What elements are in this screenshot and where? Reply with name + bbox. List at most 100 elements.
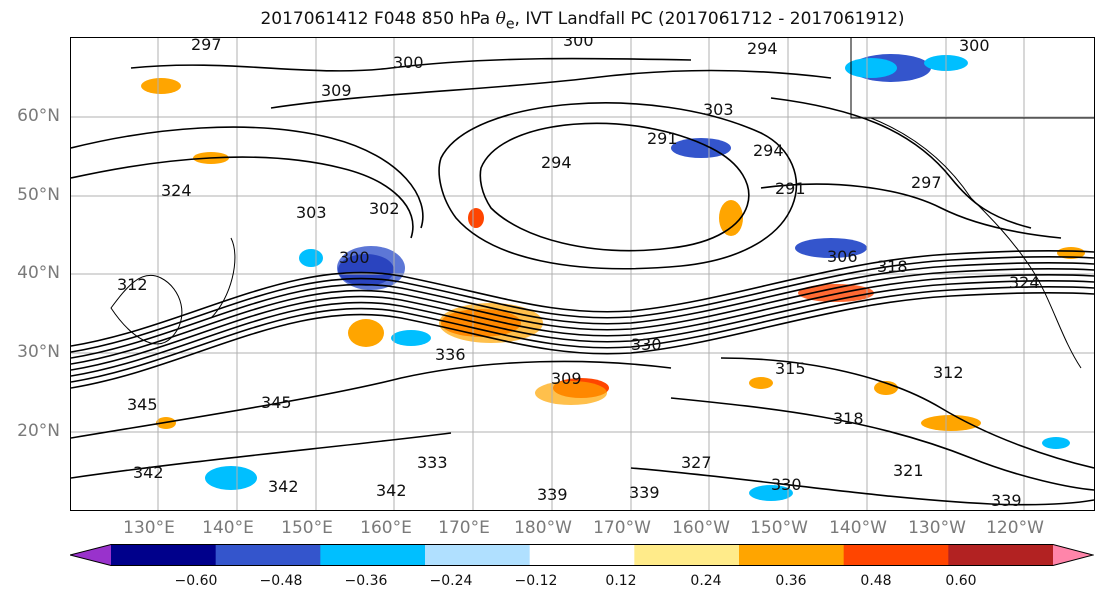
contour-line [670,397,1094,491]
contour-label: 302 [369,199,400,218]
contour-label: 300 [339,248,370,267]
coastline [110,274,183,345]
contour-label: 342 [133,463,164,482]
contour-label: 309 [551,369,582,388]
contour-label: 324 [161,181,192,200]
contour-line [71,360,672,439]
colorbar-bin [529,544,635,566]
theta-subscript: e [505,16,515,33]
contour-line [130,57,692,72]
contour-line [71,255,1094,353]
colorbar-tick: 0.48 [860,573,892,589]
lat-label-40n: 40°N [17,263,60,283]
figure-title: 2017061412 F048 850 hPa θe, IVT Landfall… [0,9,1105,32]
contour-line [270,69,832,109]
contour-line [760,183,1062,239]
lon-label-150e: 150°E [281,518,333,538]
contour-label: 309 [321,81,352,100]
colorbar-tick: −0.12 [514,573,558,589]
lat-label-50n: 50°N [17,185,60,205]
shade-patch [299,249,323,267]
shade-patch [468,208,484,228]
contour-label: 300 [563,38,594,50]
contour-line [71,267,1094,365]
contour-label: 345 [127,395,158,414]
colorbar-bin [320,544,426,566]
contour-label: 345 [261,393,292,412]
lon-label-160e: 160°E [360,518,412,538]
lat-label-30n: 30°N [17,342,60,362]
contour-line [71,126,424,229]
graticule [71,38,1094,510]
shading-layer [141,54,1085,501]
shade-patch [1057,247,1085,259]
contour-label-layer: 300 294 300 309 300 303 294 291 294 297 … [117,38,1040,510]
colorbar-bin [948,544,1054,566]
contour-line [71,432,452,479]
colorbar-tick: −0.60 [174,573,218,589]
contour-label: 300 [393,53,424,72]
colorbar-tick: 0.24 [690,573,722,589]
colorbar-segments [70,544,1093,566]
shade-patch [535,381,607,405]
shade-patch [719,200,743,236]
contour-label: 324 [1009,273,1040,292]
title-suffix: , IVT Landfall PC (2017061712 - 20170619… [514,9,905,29]
colorbar-tick: 0.36 [775,573,807,589]
contour-line [438,102,797,270]
shade-patch [205,466,257,490]
colorbar-tick: −0.36 [344,573,388,589]
lat-label-60n: 60°N [17,106,60,126]
contour-label: 294 [541,153,572,172]
contour-label: 330 [771,475,802,494]
contour-label: 321 [893,461,924,480]
shade-patch [749,377,773,389]
contour-line [71,156,414,239]
contour-label: 318 [833,409,864,428]
lon-label-140w: 140°W [829,518,887,538]
contour-line [71,285,1094,383]
map-panel: 300 294 300 309 300 303 294 291 294 297 … [71,38,1094,510]
coastline-layer [110,38,1094,369]
shade-patch [348,319,384,347]
contour-label: 312 [117,275,148,294]
contour-label: 291 [775,179,806,198]
colorbar [70,544,1094,566]
contour-line [71,273,1094,371]
lon-label-180w: 180°W [514,518,572,538]
coastline [210,237,236,319]
contour-label: 339 [629,483,660,502]
shade-patch [921,415,981,431]
shade-patch [845,58,897,78]
contour-line [71,261,1094,359]
shade-patch [795,238,867,258]
lat-label-20n: 20°N [17,421,60,441]
shade-patch [671,138,731,158]
contour-label: 300 [959,38,990,55]
colorbar-tick: 0.60 [945,573,977,589]
colorbar-bin [634,544,740,566]
shade-patch [1042,437,1070,449]
shade-patch [391,330,431,346]
contour-line [720,357,1094,469]
contour-line [770,97,1032,229]
contour-label: 315 [775,359,806,378]
contour-label: 339 [991,491,1022,510]
contour-label: 330 [631,335,662,354]
lon-label-140e: 140°E [202,518,254,538]
lon-label-170w: 170°W [593,518,651,538]
contour-label: 318 [877,257,908,276]
colorbar-tick: −0.24 [429,573,473,589]
contour-label: 303 [703,100,734,119]
contour-label: 342 [376,481,407,500]
lon-label-120w: 120°W [986,518,1044,538]
colorbar-tick: −0.48 [259,573,303,589]
contour-label: 342 [268,477,299,496]
lon-label-130w: 130°W [908,518,966,538]
lon-label-130e: 130°E [123,518,175,538]
colorbar-tick: 0.12 [605,573,637,589]
contour-line [630,467,1094,506]
theta-symbol: θ [495,9,506,29]
shade-patch [141,78,181,94]
contour-line [71,249,1094,347]
